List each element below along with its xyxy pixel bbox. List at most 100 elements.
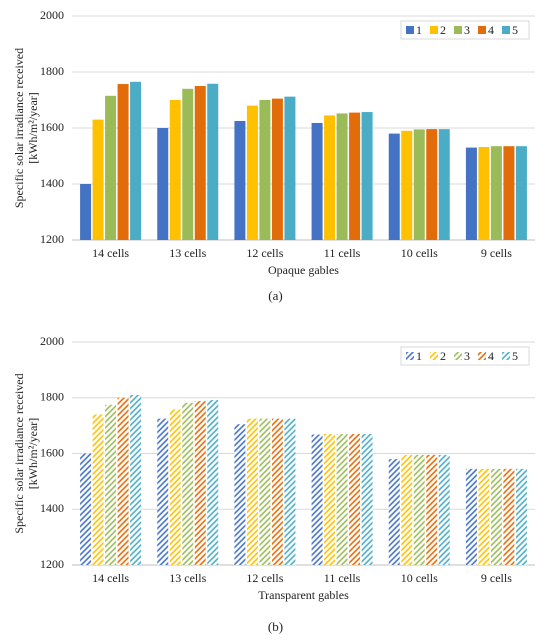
bar [336, 113, 348, 240]
legend-swatch [502, 26, 510, 34]
legend-swatch [478, 26, 486, 34]
x-tick-label: 10 cells [401, 571, 438, 585]
bar [92, 414, 104, 565]
bar [426, 129, 438, 240]
x-tick-label: 9 cells [481, 571, 512, 585]
x-tick-label: 14 cells [92, 246, 129, 260]
bar [438, 454, 450, 565]
y-tick-label: 1400 [40, 501, 64, 515]
legend-swatch [454, 26, 462, 34]
x-tick-label: 10 cells [401, 246, 438, 260]
x-tick-label: 11 cells [324, 571, 361, 585]
y-tick-label: 1600 [40, 120, 64, 134]
y-tick-label: 1800 [40, 64, 64, 78]
legend-label: 1 [416, 349, 422, 363]
bar [349, 112, 361, 240]
y-tick-label: 1800 [40, 390, 64, 404]
bar [413, 454, 425, 565]
y-tick-label: 2000 [40, 8, 64, 22]
bar [284, 96, 296, 240]
legend-swatch [406, 26, 414, 34]
bar [169, 409, 181, 565]
bar [324, 433, 336, 565]
legend-label: 4 [488, 23, 494, 37]
bar [246, 105, 258, 240]
bar [478, 147, 490, 240]
legend-swatch [430, 352, 438, 360]
legend-swatch [502, 352, 510, 360]
bar [169, 100, 181, 240]
bar [80, 453, 92, 565]
legend-box [400, 346, 530, 366]
bar [234, 424, 246, 565]
bar [311, 434, 323, 565]
bar [413, 129, 425, 240]
x-axis-label: Transparent gables [258, 588, 349, 602]
legend-label: 1 [416, 23, 422, 37]
legend-label: 5 [512, 23, 518, 37]
bar [259, 418, 271, 565]
bar [117, 84, 129, 240]
legend-swatch [478, 352, 486, 360]
bar [465, 147, 477, 240]
y-axis-label: [kWh/m²/year] [26, 92, 40, 164]
bar [207, 399, 219, 565]
y-axis-label: [kWh/m²/year] [26, 418, 40, 490]
bar [182, 402, 194, 565]
bar [388, 459, 400, 565]
bar [465, 468, 477, 565]
legend-swatch [406, 352, 414, 360]
legend-label: 2 [440, 23, 446, 37]
x-tick-label: 12 cells [246, 246, 283, 260]
bar [324, 115, 336, 240]
bar [401, 130, 413, 240]
bar [401, 454, 413, 565]
legend-box [400, 20, 530, 40]
bar [182, 88, 194, 240]
y-tick-label: 1200 [40, 232, 64, 246]
legend-label: 4 [488, 349, 494, 363]
bar [207, 83, 219, 240]
legend-swatch [454, 352, 462, 360]
bar [349, 433, 361, 565]
x-tick-label: 12 cells [246, 571, 283, 585]
bar [271, 418, 283, 565]
x-tick-label: 9 cells [481, 246, 512, 260]
y-axis-label: Specific solar irradiance received [12, 373, 26, 533]
legend-label: 2 [440, 349, 446, 363]
bar [157, 418, 169, 565]
bar [234, 121, 246, 240]
bar [130, 394, 142, 565]
legend-label: 3 [464, 349, 470, 363]
bar [284, 418, 296, 565]
bar [438, 129, 450, 240]
x-tick-label: 13 cells [169, 246, 206, 260]
y-tick-label: 2000 [40, 334, 64, 348]
bar [117, 397, 129, 565]
bar [515, 146, 527, 240]
x-tick-label: 13 cells [169, 571, 206, 585]
x-tick-label: 11 cells [324, 246, 361, 260]
bar [361, 112, 373, 240]
legend-label: 3 [464, 23, 470, 37]
bar [311, 122, 323, 240]
bar [478, 468, 490, 565]
bar [503, 468, 515, 565]
bar [92, 119, 104, 240]
bar [130, 81, 142, 240]
caption: (b) [268, 619, 283, 634]
bar [490, 146, 502, 240]
bar [271, 98, 283, 240]
x-tick-label: 14 cells [92, 571, 129, 585]
bar [105, 404, 117, 565]
x-axis-label: Opaque gables [268, 263, 339, 277]
y-tick-label: 1200 [40, 557, 64, 571]
legend-label: 5 [512, 349, 518, 363]
bar [259, 100, 271, 240]
bar [80, 184, 92, 240]
bar [388, 133, 400, 240]
bar [426, 454, 438, 565]
bar [336, 433, 348, 565]
bar [194, 86, 206, 240]
